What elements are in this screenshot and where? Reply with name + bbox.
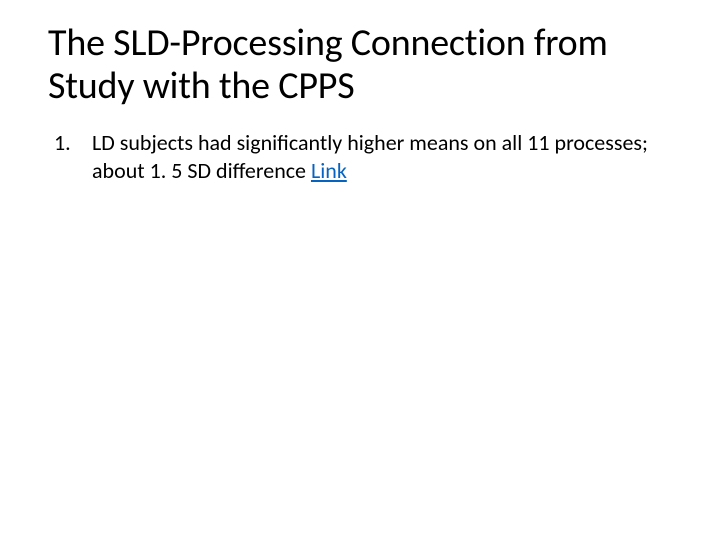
list-text: LD subjects had significantly higher mea… bbox=[92, 129, 672, 184]
ordered-list: 1. LD subjects had significantly higher … bbox=[54, 129, 672, 184]
list-item: 1. LD subjects had significantly higher … bbox=[54, 129, 672, 184]
slide-title: The SLD-Processing Connection from Study… bbox=[48, 22, 672, 107]
list-number: 1. bbox=[54, 129, 92, 157]
slide-body: 1. LD subjects had significantly higher … bbox=[48, 129, 672, 184]
slide: The SLD-Processing Connection from Study… bbox=[0, 0, 720, 540]
list-item-text: LD subjects had significantly higher mea… bbox=[92, 129, 648, 184]
link[interactable]: Link bbox=[311, 157, 347, 184]
